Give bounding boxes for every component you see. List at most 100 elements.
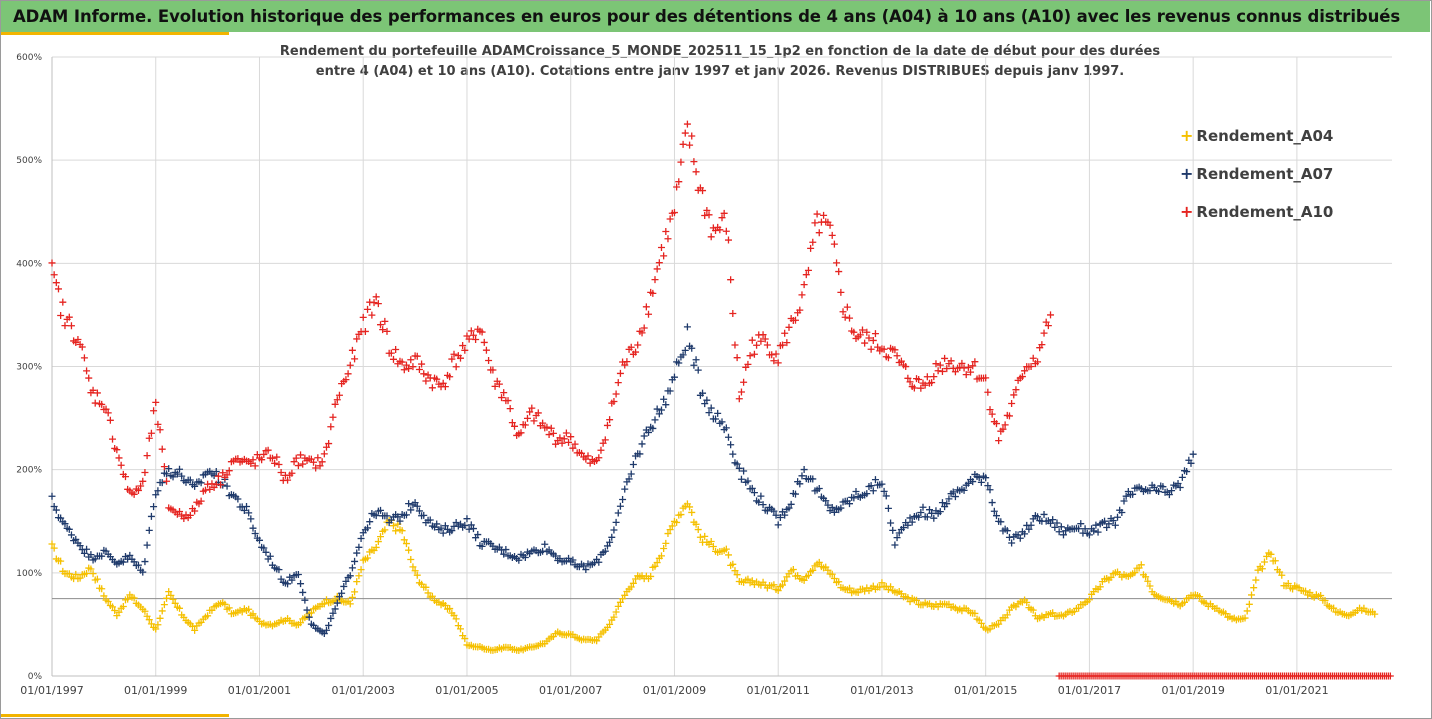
data-point-rendement_a10: [904, 374, 912, 382]
data-point-rendement_a07: [357, 535, 365, 543]
data-point-rendement_a10: [880, 345, 888, 353]
data-point-rendement_a04: [686, 503, 694, 511]
data-point-rendement_a07: [1159, 483, 1167, 491]
data-point-rendement_a10: [74, 335, 82, 343]
data-point-rendement_a10: [251, 462, 259, 470]
data-point-rendement_a07: [1176, 484, 1184, 492]
data-point-rendement_a10: [197, 497, 205, 505]
data-point-rendement_a10: [387, 349, 395, 357]
data-point-rendement_a07: [729, 450, 737, 458]
y-tick-label: 600%: [16, 53, 42, 63]
data-point-rendement_a07: [1101, 517, 1109, 525]
data-point-rendement_a07: [735, 464, 743, 472]
data-point-rendement_a07: [949, 488, 957, 496]
y-tick-label: 300%: [16, 363, 42, 373]
data-point-rendement_a07: [1187, 459, 1195, 467]
data-point-rendement_a10: [807, 244, 815, 252]
data-point-rendement_a07: [606, 538, 614, 546]
data-point-rendement_a10: [988, 410, 996, 418]
data-point-rendement_a04: [709, 543, 717, 551]
data-point-rendement_a10: [727, 276, 735, 284]
data-point-rendement_a10: [928, 379, 936, 387]
data-point-rendement_a10: [655, 259, 663, 267]
y-tick-label: 500%: [16, 156, 42, 166]
data-point-rendement_a10: [677, 158, 685, 166]
data-point-rendement_a04: [1144, 577, 1152, 585]
data-point-rendement_a04: [405, 546, 413, 554]
data-point-rendement_a10: [156, 426, 164, 434]
data-point-rendement_a10: [815, 229, 823, 237]
data-point-rendement_a07: [521, 553, 529, 561]
data-point-rendement_a07: [461, 521, 469, 529]
data-point-rendement_a07: [1034, 513, 1042, 521]
data-point-rendement_a10: [718, 214, 726, 222]
data-point-rendement_a10: [781, 329, 789, 337]
data-point-rendement_a10: [705, 211, 713, 219]
data-point-rendement_a07: [984, 482, 992, 490]
data-point-rendement_a10: [271, 459, 279, 467]
data-point-rendement_a07: [960, 486, 968, 494]
data-point-rendement_a07: [467, 521, 475, 529]
data-point-rendement_a07: [1174, 479, 1182, 487]
data-point-rendement_a07: [787, 500, 795, 508]
data-point-rendement_a04: [411, 567, 419, 575]
data-point-rendement_a04: [163, 594, 171, 602]
data-point-rendement_a10: [413, 352, 421, 360]
data-point-rendement_a10: [943, 365, 951, 373]
data-point-rendement_a10: [846, 314, 854, 322]
data-point-rendement_a07: [733, 460, 741, 468]
data-point-rendement_a10: [748, 336, 756, 344]
data-point-rendement_a07: [249, 524, 257, 532]
data-point-rendement_a10: [750, 350, 758, 358]
data-point-rendement_a07: [342, 577, 350, 585]
data-point-rendement_a07: [364, 524, 372, 532]
data-point-rendement_a10: [809, 238, 817, 246]
data-point-rendement_a07: [884, 504, 892, 512]
data-point-rendement_a04: [353, 578, 361, 586]
data-point-rendement_a07: [653, 405, 661, 413]
data-point-rendement_a07: [891, 541, 899, 549]
data-point-rendement_a04: [208, 606, 216, 614]
data-point-rendement_a04: [722, 545, 730, 553]
data-point-rendement_a04: [130, 594, 138, 602]
data-point-rendement_a10: [264, 446, 272, 454]
data-point-rendement_a04: [610, 613, 618, 621]
data-point-rendement_a10: [556, 434, 564, 442]
data-point-rendement_a04: [76, 574, 84, 582]
data-point-rendement_a04: [770, 581, 778, 589]
data-point-rendement_a10: [992, 420, 1000, 428]
data-point-rendement_a10: [757, 337, 765, 345]
data-point-rendement_a10: [791, 316, 799, 324]
data-point-rendement_a07: [1146, 487, 1154, 495]
data-point-rendement_a04: [677, 511, 685, 519]
data-point-rendement_a10: [971, 358, 979, 366]
data-point-rendement_a10: [772, 350, 780, 358]
data-point-rendement_a10: [102, 405, 110, 413]
data-point-rendement_a07: [640, 432, 648, 440]
data-point-rendement_a04: [441, 601, 449, 609]
data-point-rendement_a07: [284, 580, 292, 588]
data-point-rendement_a04: [781, 577, 789, 585]
data-point-rendement_a10: [247, 460, 255, 468]
data-point-rendement_a04: [1181, 598, 1189, 606]
data-point-rendement_a07: [928, 509, 936, 517]
data-point-rendement_a10: [902, 363, 910, 371]
data-point-rendement_a07: [1021, 530, 1029, 538]
data-point-rendement_a10: [98, 400, 106, 408]
data-point-rendement_a07: [627, 470, 635, 478]
data-point-rendement_a04: [176, 604, 184, 612]
data-point-rendement_a07: [612, 518, 620, 526]
data-point-rendement_a04: [169, 595, 177, 603]
data-point-rendement_a04: [878, 579, 886, 587]
data-point-rendement_a10: [1034, 358, 1042, 366]
data-point-rendement_a07: [915, 513, 923, 521]
data-point-rendement_a04: [152, 625, 160, 633]
data-point-rendement_a07: [694, 366, 702, 374]
data-point-rendement_a07: [478, 542, 486, 550]
data-point-rendement_a07: [882, 492, 890, 500]
data-point-rendement_a04: [1241, 614, 1249, 622]
data-point-rendement_a10: [936, 361, 944, 369]
data-point-rendement_a10: [571, 440, 579, 448]
data-point-rendement_a07: [247, 515, 255, 523]
data-point-rendement_a10: [610, 398, 618, 406]
